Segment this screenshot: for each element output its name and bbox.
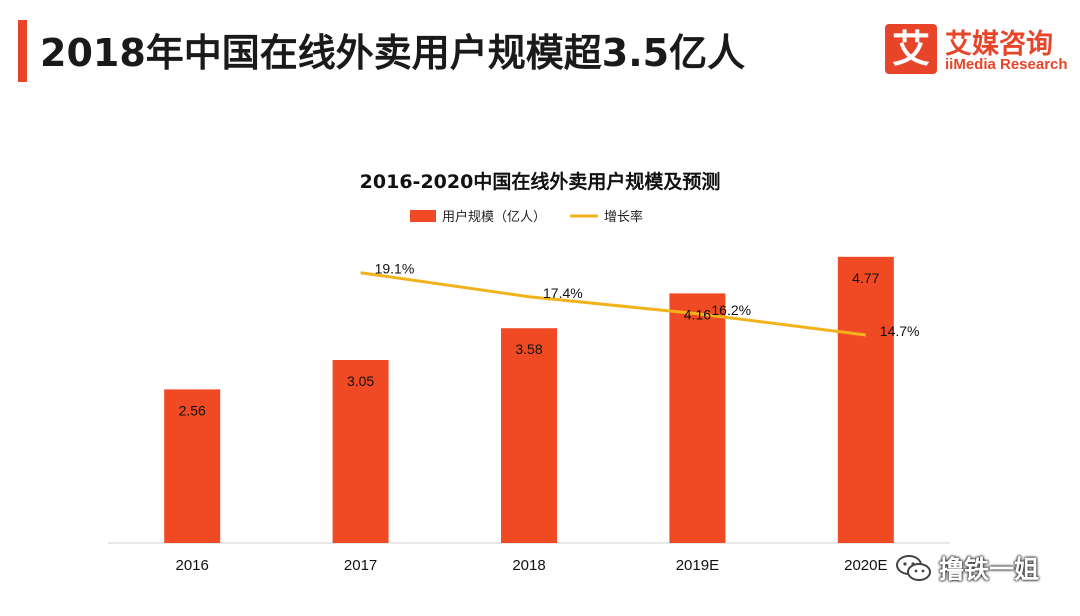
logo-mark-icon: 艾 [885, 24, 937, 74]
bar-2018 [501, 328, 557, 543]
x-tick-label: 2017 [344, 557, 377, 574]
bar-value-label: 4.77 [852, 270, 879, 286]
legend-line-label: 增长率 [604, 209, 643, 225]
growth-rate-label: 17.4% [543, 285, 583, 301]
growth-rate-label: 14.7% [880, 323, 920, 339]
bar-value-label: 4.16 [684, 306, 711, 322]
x-tick-label: 2018 [512, 557, 545, 574]
growth-rate-line [360, 271, 866, 337]
growth-rate-label: 19.1% [375, 261, 415, 277]
logo-name-cn: 艾媒咨询 [945, 29, 1053, 60]
bar-value-label: 2.56 [179, 402, 206, 418]
x-tick-label: 2016 [176, 557, 209, 574]
title-accent-bar [18, 20, 27, 82]
watermark-text: 撸铁一姐 [939, 555, 1040, 584]
watermark: 撸铁一姐 [895, 548, 1039, 588]
bar-value-label: 3.05 [347, 373, 374, 389]
bar-2016 [164, 389, 221, 543]
x-tick-label: 2019E [676, 557, 719, 574]
labels-group: 2.56 2016 3.05 2017 3.58 2018 4.16 2019E 4.77 202… [176, 261, 920, 574]
bar-value-label: 3.58 [515, 341, 542, 357]
legend-bar-label: 用户规模（亿人） [442, 209, 546, 225]
bar-2020E [837, 256, 894, 543]
wechat-icon [896, 555, 931, 581]
bars-group [164, 256, 894, 543]
brand-logo: 艾 艾媒咨询 iiMedia Research [885, 22, 1068, 78]
growth-rate-label: 16.2% [711, 302, 751, 318]
chart-title: 2016-2020中国在线外卖用户规模及预测 [360, 170, 721, 193]
page-title: 2018年中国在线外卖用户规模超3.5亿人 [40, 31, 746, 75]
x-tick-label: 2020E [844, 557, 887, 574]
legend: 用户规模（亿人） 增长率 [410, 209, 643, 225]
legend-bar-swatch [410, 210, 436, 222]
bar-2019E [669, 293, 726, 543]
logo-name-en: iiMedia Research [945, 56, 1068, 73]
bar-2017 [332, 360, 389, 543]
